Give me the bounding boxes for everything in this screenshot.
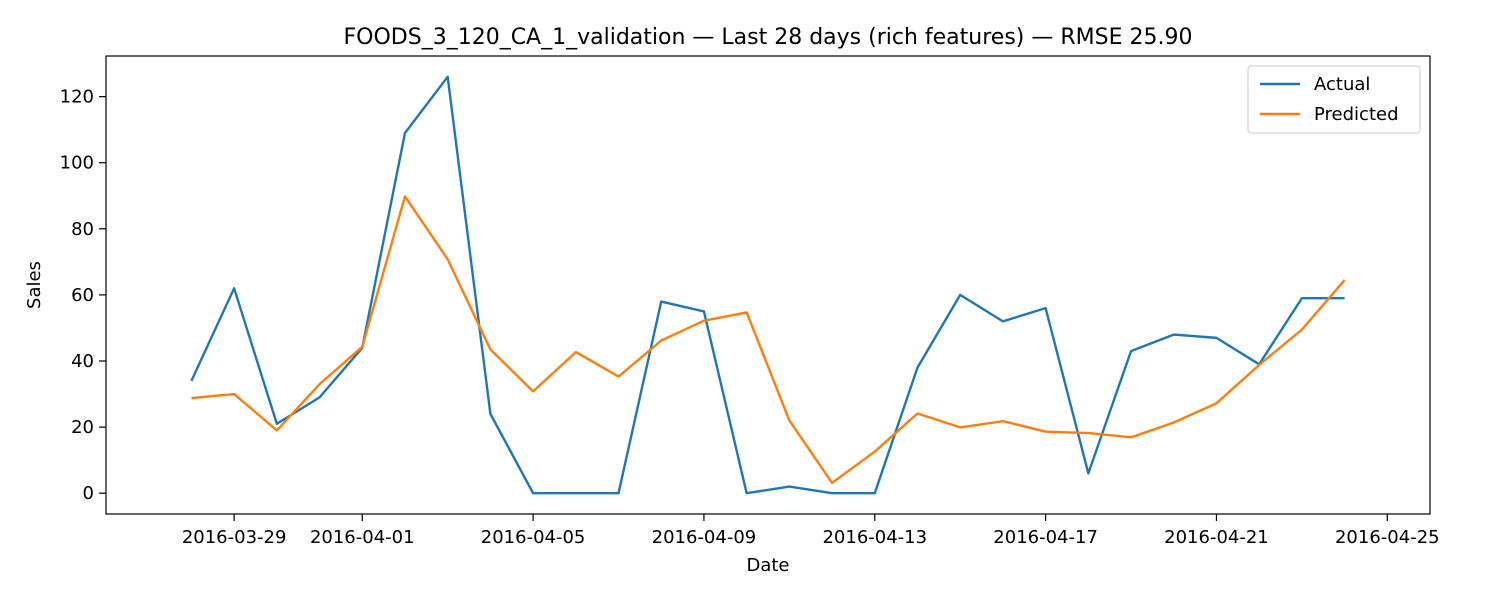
chart-title: FOODS_3_120_CA_1_validation — Last 28 da… bbox=[344, 25, 1193, 50]
y-axis-ticks: 0 20 40 60 80 100 120 bbox=[60, 87, 106, 504]
series-lines bbox=[190, 75, 1346, 495]
x-tick-label: 2016-04-09 bbox=[652, 527, 757, 548]
y-tick-label: 80 bbox=[71, 219, 94, 240]
y-tick-label: 120 bbox=[60, 87, 94, 108]
legend: Actual Predicted bbox=[1247, 65, 1421, 134]
x-tick-label: 2016-04-21 bbox=[1164, 527, 1269, 548]
y-axis-label: Sales bbox=[24, 261, 45, 309]
x-axis-label: Date bbox=[746, 555, 789, 576]
y-tick-label: 40 bbox=[71, 351, 94, 372]
y-tick-label: 60 bbox=[71, 285, 94, 306]
y-tick-label: 0 bbox=[83, 483, 94, 504]
legend-label-actual: Actual bbox=[1314, 74, 1370, 95]
series-line-actual bbox=[190, 75, 1345, 495]
x-tick-label: 2016-04-01 bbox=[310, 527, 415, 548]
y-tick-label: 20 bbox=[71, 417, 94, 438]
x-axis-ticks: 2016-03-29 2016-04-01 2016-04-05 2016-04-09… bbox=[182, 514, 1440, 548]
x-tick-label: 2016-03-29 bbox=[182, 527, 287, 548]
legend-box bbox=[1247, 65, 1421, 134]
series-line-predicted bbox=[191, 195, 1346, 485]
x-tick-label: 2016-04-17 bbox=[993, 527, 1098, 548]
x-tick-label: 2016-04-25 bbox=[1335, 527, 1440, 548]
legend-label-predicted: Predicted bbox=[1314, 104, 1399, 125]
x-tick-label: 2016-04-13 bbox=[822, 527, 927, 548]
y-tick-label: 100 bbox=[60, 153, 94, 174]
x-tick-label: 2016-04-05 bbox=[481, 527, 586, 548]
plot-area bbox=[105, 55, 1431, 515]
